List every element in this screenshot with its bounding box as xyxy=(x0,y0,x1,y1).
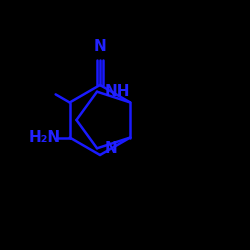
Text: H₂N: H₂N xyxy=(29,130,61,145)
Text: N: N xyxy=(94,39,106,54)
Text: N: N xyxy=(104,141,117,156)
Text: NH: NH xyxy=(104,84,130,99)
